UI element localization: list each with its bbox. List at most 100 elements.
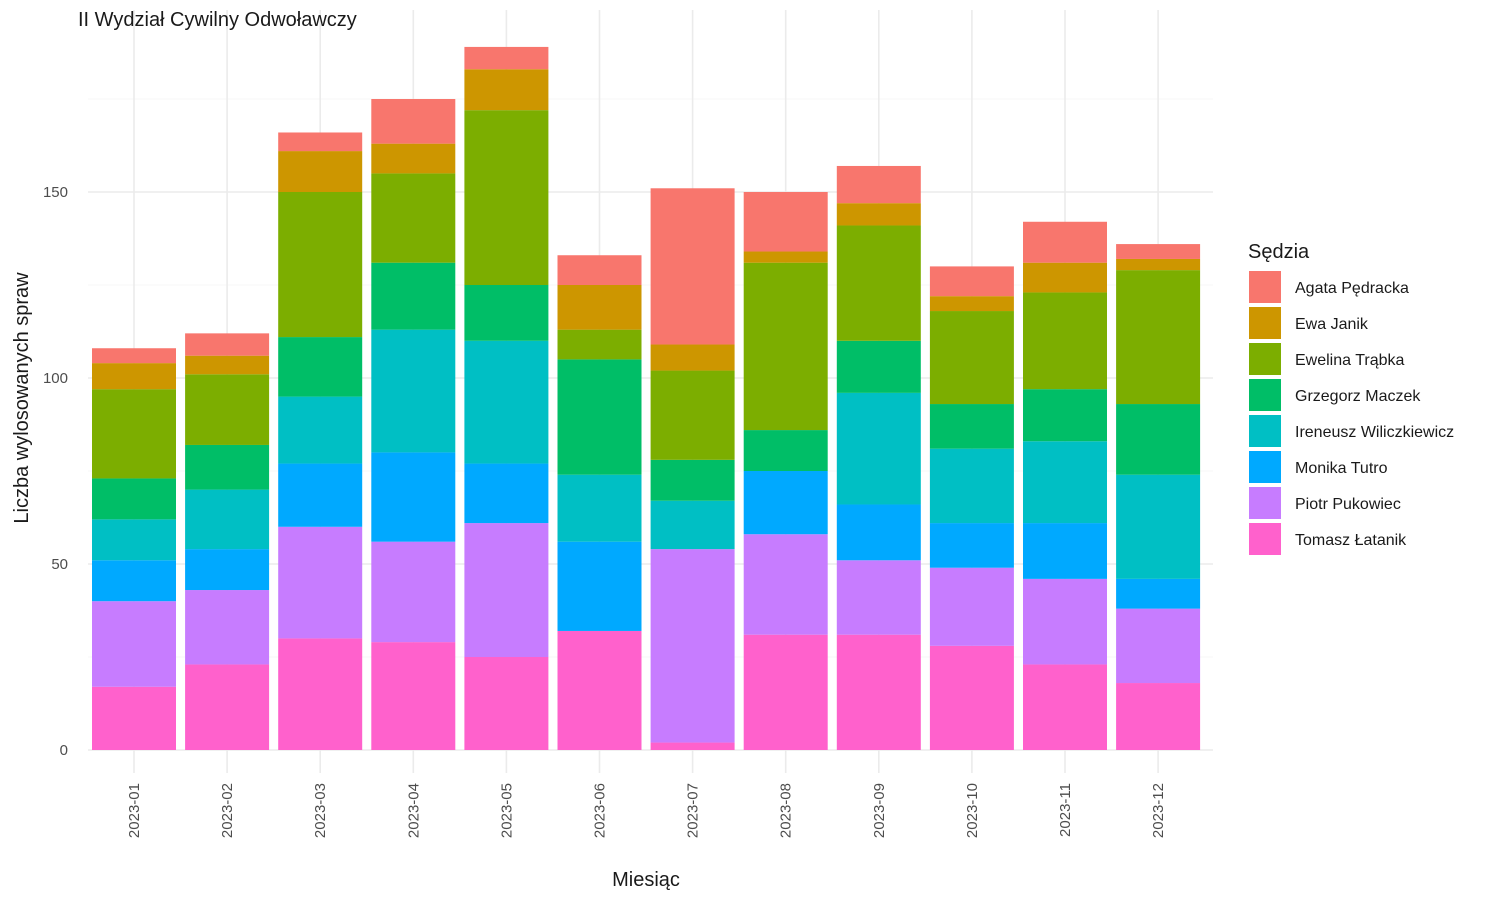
bar-segment: [743, 430, 828, 471]
bar-segment: [464, 523, 549, 657]
legend-label: Ireneusz Wiliczkiewicz: [1295, 424, 1454, 441]
bar-segment: [557, 474, 642, 542]
bar-segment: [557, 255, 642, 285]
bar-segment: [557, 359, 642, 475]
bar-segment: [1023, 441, 1107, 524]
bar-segment: [185, 374, 270, 445]
bar-segment: [836, 504, 921, 561]
bar-segment: [836, 392, 921, 505]
bar-segment: [650, 188, 735, 345]
bar-segment: [371, 541, 456, 643]
bar-segment: [836, 340, 921, 393]
bar-segment: [650, 549, 735, 743]
bar-segment: [557, 630, 642, 750]
bar-segment: [557, 329, 642, 360]
bar-segment: [92, 519, 176, 561]
bar-segment: [92, 601, 176, 687]
bar-segment: [1023, 292, 1107, 390]
bar-segment: [743, 534, 828, 635]
bar-segment: [557, 541, 642, 631]
bar-segment: [1023, 221, 1107, 263]
bar-segment: [92, 363, 176, 390]
legend-swatch: [1249, 451, 1281, 483]
bar-segment: [278, 463, 363, 527]
x-tick-label: 2023-07: [685, 783, 702, 838]
bar-segment: [743, 192, 828, 252]
legend-title: Sędzia: [1248, 241, 1310, 263]
bar-segment: [836, 203, 921, 226]
bar-segment: [464, 463, 549, 524]
y-tick-label: 100: [43, 370, 68, 387]
bar-segment: [650, 344, 735, 371]
bar-segment: [464, 657, 549, 750]
legend-label: Agata Pędracka: [1295, 280, 1409, 297]
bar-segment: [92, 348, 176, 364]
x-tick-label: 2023-12: [1150, 783, 1167, 838]
bar-segment: [185, 333, 270, 356]
bar-segment: [92, 686, 176, 750]
bar-segment: [836, 634, 921, 750]
bar-segment: [929, 448, 1014, 524]
x-tick-label: 2023-01: [126, 783, 143, 838]
y-axis-title: Liczba wylosowanych spraw: [11, 272, 33, 524]
bar-segment: [278, 132, 363, 152]
legend-label: Tomasz Łatanik: [1295, 532, 1407, 549]
bar-segment: [278, 638, 363, 750]
bar-segment: [464, 46, 549, 70]
x-axis: 2023-01 2023-02 2023-03 2023-04 2023-05 2023-…: [126, 783, 1167, 838]
bar-segment: [1116, 270, 1201, 405]
bar-segment: [278, 526, 363, 639]
x-tick-label: 2023-02: [219, 783, 236, 838]
bar-segment: [92, 389, 176, 479]
chart-title: II Wydział Cywilny Odwoławczy: [78, 9, 357, 31]
x-tick-label: 2023-03: [312, 783, 329, 838]
bar-segment: [929, 296, 1014, 312]
bar-segment: [1116, 608, 1201, 684]
bar-segment: [836, 560, 921, 635]
legend-swatch: [1249, 379, 1281, 411]
bar-segment: [929, 266, 1014, 297]
legend-swatch: [1249, 343, 1281, 375]
bar-segment: [743, 262, 828, 431]
bar-segment: [743, 634, 828, 750]
bar-segment: [371, 642, 456, 750]
legend-label: Ewa Janik: [1295, 316, 1369, 333]
legend-swatch: [1249, 307, 1281, 339]
x-tick-label: 2023-08: [778, 783, 795, 838]
legend-label: Grzegorz Maczek: [1295, 388, 1421, 405]
bar-segment: [1023, 389, 1107, 442]
bar-segment: [836, 165, 921, 204]
y-tick-label: 150: [43, 184, 68, 201]
bar-segment: [278, 151, 363, 192]
x-tick-label: 2023-06: [592, 783, 609, 838]
bar-segment: [464, 340, 549, 464]
bar-segment: [371, 99, 456, 144]
bar-segment: [743, 251, 828, 263]
bar-segment: [185, 549, 270, 591]
y-tick-label: 0: [60, 742, 68, 759]
x-tick-label: 2023-11: [1057, 783, 1074, 837]
bar-segment: [1023, 262, 1107, 293]
bar-segment: [1116, 578, 1201, 609]
bar-segment: [278, 192, 363, 338]
bar-segment: [929, 404, 1014, 449]
bar-segment: [185, 664, 270, 750]
bar-segment: [836, 225, 921, 341]
legend-swatch: [1249, 487, 1281, 519]
bar-segment: [929, 311, 1014, 405]
legend-label: Monika Tutro: [1295, 460, 1388, 477]
legend: Sędzia Agata Pędracka Ewa Janik Ewelina Tr…: [1248, 241, 1454, 555]
x-tick-label: 2023-10: [964, 783, 981, 838]
bar-segment: [92, 478, 176, 520]
bar-segment: [371, 329, 456, 453]
bars: [92, 46, 1201, 750]
bar-segment: [1116, 474, 1201, 579]
bar-segment: [278, 337, 363, 397]
bar-segment: [185, 355, 270, 375]
bar-segment: [464, 110, 549, 285]
legend-swatch: [1249, 415, 1281, 447]
bar-segment: [464, 69, 549, 111]
bar-segment: [1116, 683, 1201, 750]
bar-segment: [185, 444, 270, 490]
